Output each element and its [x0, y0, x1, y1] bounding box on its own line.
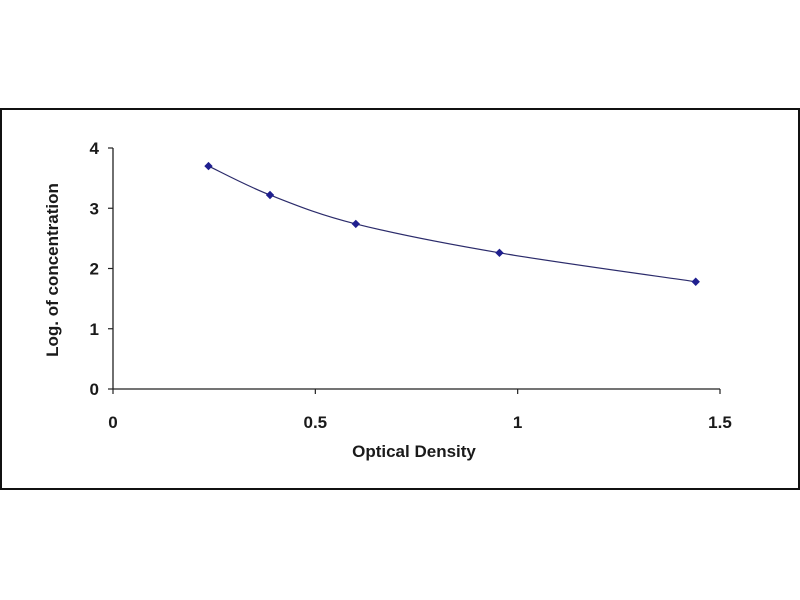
- x-axis-title: Optical Density: [352, 442, 476, 461]
- x-tick-label: 1: [513, 413, 522, 432]
- data-point: [691, 277, 700, 286]
- fitted-curve-line: [208, 165, 696, 283]
- x-tick-label: 0.5: [304, 413, 328, 432]
- data-point: [204, 161, 213, 171]
- y-tick-label: 2: [90, 260, 99, 279]
- x-ticks: 0 0.5 1 1.5: [108, 389, 732, 432]
- y-ticks: 0 1 2 3 4: [90, 139, 113, 399]
- data-point: [495, 248, 504, 258]
- data-point: [265, 190, 275, 200]
- x-tick-label: 0: [108, 413, 117, 432]
- y-tick-label: 4: [90, 139, 100, 158]
- data-point: [351, 219, 360, 229]
- y-tick-label: 1: [90, 320, 99, 339]
- y-tick-label: 0: [90, 380, 99, 399]
- y-axis-title: Log. of concentration: [43, 183, 62, 357]
- chart-frame: [0, 108, 800, 490]
- x-tick-label: 1.5: [708, 413, 732, 432]
- axes: 0 1 2 3 4 0 0.5 1 1.5: [90, 139, 732, 432]
- y-tick-label: 3: [90, 199, 99, 218]
- data-points: [204, 161, 700, 286]
